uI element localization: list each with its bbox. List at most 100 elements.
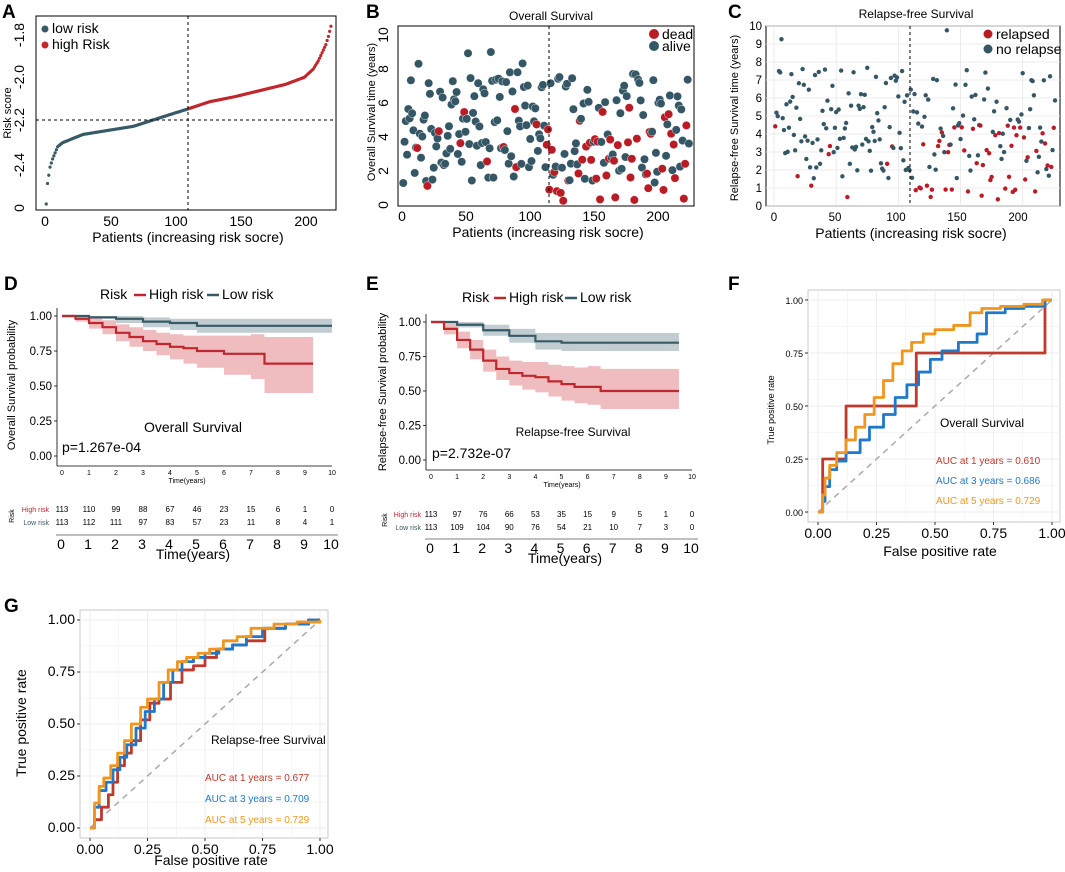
- no-relapse-point: [927, 164, 932, 170]
- alive-point: [582, 85, 592, 95]
- dead-point: [627, 154, 637, 164]
- km-ytick: 0.00: [30, 451, 52, 463]
- no-relapse-point: [829, 106, 834, 112]
- relapsed-point: [978, 123, 983, 128]
- panel-b-xticks: 0 50 100 150 200: [398, 208, 670, 224]
- relapsed-point: [1006, 174, 1012, 179]
- roc-ytick: 0.50: [785, 402, 803, 412]
- alive-point: [565, 175, 574, 185]
- b-xtick: 0: [398, 208, 406, 224]
- e-risk-row-low-name: Low risk: [395, 525, 421, 532]
- no-relapse-point: [825, 98, 830, 103]
- alive-point: [683, 75, 693, 85]
- relapsed-point: [1003, 186, 1008, 191]
- no-relapse-point: [942, 149, 947, 155]
- risk-count-high: 1: [303, 505, 308, 514]
- panel-c-grid: [766, 25, 1060, 207]
- roc-curve-5yr: [818, 298, 1052, 514]
- panel-e: E Risk High risk Low risk 0.000.250.500.…: [366, 274, 699, 566]
- no-relapse-point: [933, 167, 938, 172]
- no-relapse-point: [964, 68, 969, 73]
- risk-count-low: 8: [276, 518, 281, 527]
- panel-d-label: D: [4, 274, 18, 295]
- panel-g-auc-5: AUC at 5 years = 0.729: [205, 815, 310, 826]
- no-relapse-point: [973, 92, 978, 98]
- alive-point: [485, 143, 494, 153]
- no-relapse-point: [868, 168, 874, 173]
- relapsed-point: [984, 147, 989, 153]
- no-relapse-point: [801, 82, 807, 88]
- dead-point: [679, 194, 689, 204]
- relapsed-point: [989, 174, 994, 180]
- risk-xtick: 9: [300, 536, 308, 552]
- legend-high-risk-marker: [41, 41, 49, 49]
- risk-point: [320, 51, 324, 55]
- legend-relapsed-marker: [983, 29, 993, 39]
- dead-point: [680, 159, 690, 169]
- no-relapse-point: [865, 65, 870, 70]
- roc-ytick: 0.50: [48, 715, 75, 731]
- no-relapse-point: [816, 69, 821, 75]
- risk-count-high: 35: [557, 510, 566, 519]
- no-relapse-point: [838, 68, 844, 73]
- risk-point: [329, 24, 333, 28]
- risk-count-high: 113: [425, 510, 438, 519]
- roc-ytick: 0.00: [48, 819, 75, 835]
- no-relapse-point: [822, 67, 828, 72]
- panel-f-yticks: 0.00 0.25 0.50 0.75 1.00: [785, 296, 808, 518]
- roc-diagonal: [817, 299, 1053, 513]
- alive-point: [506, 151, 516, 161]
- roc-xtick: 0.50: [191, 841, 218, 857]
- no-relapse-point: [1020, 70, 1025, 76]
- alive-point: [452, 87, 461, 97]
- relapsed-point: [924, 183, 930, 188]
- km-xtick: 9: [303, 470, 307, 477]
- relapsed-point: [1022, 177, 1028, 182]
- b-xtick: 150: [582, 208, 606, 224]
- relapsed-point: [993, 133, 998, 138]
- km-ytick: 0.25: [30, 416, 52, 428]
- risk-xtick: 4: [531, 540, 539, 556]
- risk-count-low: 11: [247, 518, 256, 527]
- dead-point: [602, 171, 611, 180]
- risk-point: [323, 45, 327, 49]
- no-relapse-point: [787, 99, 793, 104]
- relapsed-point: [1018, 125, 1023, 130]
- no-relapse-point: [985, 86, 991, 91]
- relapsed-point: [1040, 131, 1045, 136]
- alive-point: [438, 93, 448, 102]
- dead-point: [609, 156, 619, 166]
- dead-point: [681, 121, 691, 130]
- alive-point: [656, 99, 666, 108]
- relapsed-point: [1051, 125, 1056, 130]
- km-xtick: 10: [688, 474, 696, 481]
- alive-point: [535, 133, 545, 143]
- risk-xtick: 6: [583, 540, 591, 556]
- panel-c-label: C: [728, 2, 742, 23]
- dead-point: [510, 104, 520, 114]
- no-relapse-point: [831, 149, 836, 155]
- alive-point: [516, 159, 526, 169]
- km-xtick: 0: [429, 474, 433, 481]
- alive-point: [622, 91, 632, 101]
- no-relapse-point: [1035, 170, 1040, 175]
- roc-xtick: 1.00: [1038, 525, 1065, 541]
- dead-point: [632, 134, 642, 144]
- panel-c-points: [773, 28, 1058, 202]
- dead-point: [623, 137, 633, 147]
- panel-g-label: G: [4, 596, 19, 617]
- no-relapse-point: [1019, 112, 1024, 117]
- risk-xtick: 3: [138, 536, 146, 552]
- relapsed-point: [979, 193, 984, 198]
- no-relapse-point: [1039, 139, 1044, 144]
- panel-b-frame: [397, 25, 695, 207]
- no-relapse-point: [975, 153, 981, 158]
- alive-point: [468, 108, 478, 118]
- no-relapse-point: [994, 99, 999, 104]
- no-relapse-point: [1016, 119, 1022, 124]
- panel-f-ylabel: True positive rate: [766, 375, 776, 444]
- alive-point: [480, 88, 489, 98]
- alive-point: [425, 89, 435, 99]
- roc-xtick: 0.50: [921, 525, 948, 541]
